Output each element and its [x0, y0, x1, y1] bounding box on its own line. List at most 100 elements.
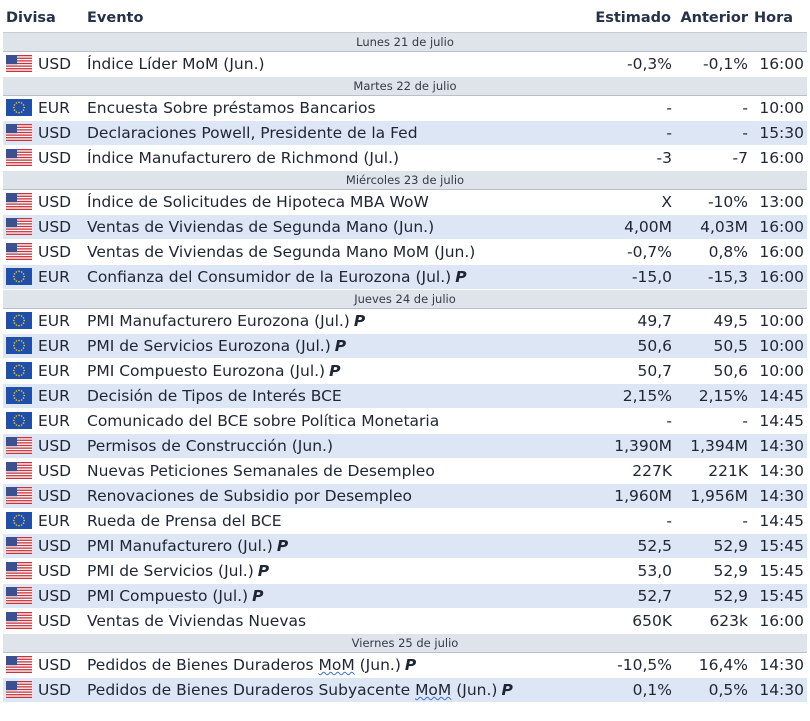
- header-previous: Anterior: [675, 3, 751, 33]
- previous-cell: 52,9: [675, 533, 751, 559]
- time-cell: 10:00: [751, 333, 807, 359]
- calendar-table: Divisa Evento Estimado Anterior Hora Lun…: [3, 3, 807, 703]
- event-text: Pedidos de Bienes Duraderos: [87, 656, 319, 674]
- currency-code: USD: [38, 587, 72, 605]
- event-cell: Confianza del Consumidor de la Eurozona …: [84, 264, 590, 290]
- event-row: USD PMI de Servicios (Jul.) P 53,0 52,9 15:45: [3, 558, 807, 584]
- currency-code: USD: [38, 55, 72, 73]
- currency-code: EUR: [38, 99, 70, 117]
- time-cell: 15:30: [751, 120, 807, 146]
- header-time: Hora: [751, 3, 807, 33]
- event-text: Nuevas Peticiones Semanales de Desempleo: [87, 462, 435, 480]
- estimate-cell: -0,3%: [590, 51, 675, 77]
- event-row: USD Pedidos de Bienes Duraderos MoM (Jun.…: [3, 652, 807, 678]
- time-cell: 14:30: [751, 483, 807, 509]
- event-cell: PMI Compuesto Eurozona (Jul.) P: [84, 358, 590, 384]
- time-cell: 14:30: [751, 677, 807, 703]
- currency-cell: USD: [3, 583, 84, 609]
- spellcheck-word: MoM: [415, 681, 452, 699]
- us-flag-icon: [6, 124, 32, 141]
- currency-code: USD: [38, 124, 72, 142]
- previous-cell: 1,394M: [675, 433, 751, 459]
- currency-code: USD: [38, 462, 72, 480]
- estimate-cell: -15,0: [590, 264, 675, 290]
- pending-marker: P: [455, 268, 467, 286]
- event-row: EUR PMI Manufacturero Eurozona (Jul.) P 49,…: [3, 308, 807, 334]
- header-row: Divisa Evento Estimado Anterior Hora: [3, 3, 807, 33]
- event-cell: Declaraciones Powell, Presidente de la F…: [84, 120, 590, 146]
- time-cell: 16:00: [751, 51, 807, 77]
- eu-flag-icon: [6, 512, 32, 529]
- time-cell: 14:30: [751, 433, 807, 459]
- estimate-cell: 52,5: [590, 533, 675, 559]
- previous-cell: -10%: [675, 189, 751, 215]
- event-cell: PMI Compuesto (Jul.) P: [84, 583, 590, 609]
- time-cell: 15:45: [751, 583, 807, 609]
- eu-flag-icon: [6, 412, 32, 429]
- currency-cell: EUR: [3, 508, 84, 534]
- event-cell: Renovaciones de Subsidio por Desempleo: [84, 483, 590, 509]
- event-text: PMI Manufacturero Eurozona (Jul.): [87, 312, 350, 330]
- event-cell: Rueda de Prensa del BCE: [84, 508, 590, 534]
- time-cell: 14:45: [751, 508, 807, 534]
- event-cell: Encuesta Sobre préstamos Bancarios: [84, 95, 590, 121]
- event-text: Ventas de Viviendas de Segunda Mano (Jun…: [87, 218, 435, 236]
- previous-cell: -: [675, 408, 751, 434]
- event-text: Decisión de Tipos de Interés BCE: [87, 387, 342, 405]
- currency-code: USD: [38, 537, 72, 555]
- time-cell: 14:45: [751, 383, 807, 409]
- event-cell: Ventas de Viviendas Nuevas: [84, 608, 590, 634]
- us-flag-icon: [6, 612, 32, 629]
- pending-marker: P: [252, 587, 264, 605]
- time-cell: 16:00: [751, 239, 807, 265]
- pending-marker: P: [257, 562, 270, 580]
- currency-cell: EUR: [3, 358, 84, 384]
- eu-flag-icon: [6, 268, 32, 285]
- day-separator: Martes 22 de julio: [3, 76, 807, 96]
- pending-marker: P: [276, 537, 289, 555]
- event-cell: Índice Manufacturero de Richmond (Jul.): [84, 145, 590, 171]
- time-cell: 14:30: [751, 458, 807, 484]
- currency-cell: USD: [3, 458, 84, 484]
- currency-cell: USD: [3, 214, 84, 240]
- time-cell: 16:00: [751, 214, 807, 240]
- header-currency: Divisa: [3, 3, 84, 33]
- currency-cell: USD: [3, 51, 84, 77]
- event-row: USD Permisos de Construcción (Jun.) 1,390M…: [3, 433, 807, 459]
- spellcheck-word: MoM: [318, 656, 355, 674]
- event-row: USD Ventas de Viviendas Nuevas 650K 623k 16:…: [3, 608, 807, 634]
- pending-marker: P: [353, 312, 366, 330]
- event-text: PMI Compuesto (Jul.): [87, 587, 249, 605]
- eu-flag-icon: [6, 362, 32, 379]
- event-text: Declaraciones Powell, Presidente de la F…: [87, 124, 418, 142]
- eu-flag-icon: [6, 337, 32, 354]
- estimate-cell: 52,7: [590, 583, 675, 609]
- currency-cell: EUR: [3, 95, 84, 121]
- event-text: PMI Compuesto Eurozona (Jul.): [87, 362, 326, 380]
- estimate-cell: 1,390M: [590, 433, 675, 459]
- currency-cell: EUR: [3, 408, 84, 434]
- us-flag-icon: [6, 149, 32, 166]
- event-row: USD Ventas de Viviendas de Segunda Mano M…: [3, 239, 807, 265]
- estimate-cell: 227K: [590, 458, 675, 484]
- event-cell: Índice de Solicitudes de Hipoteca MBA Wo…: [84, 189, 590, 215]
- previous-cell: 221K: [675, 458, 751, 484]
- time-cell: 15:45: [751, 558, 807, 584]
- event-text: Pedidos de Bienes Duraderos Subyacente: [87, 681, 416, 699]
- event-row: EUR PMI de Servicios Eurozona (Jul.) P 50,6…: [3, 333, 807, 359]
- estimate-cell: 0,1%: [590, 677, 675, 703]
- previous-cell: 50,6: [675, 358, 751, 384]
- day-label: Lunes 21 de julio: [3, 32, 807, 52]
- currency-code: USD: [38, 612, 72, 630]
- currency-cell: EUR: [3, 264, 84, 290]
- event-text: PMI Manufacturero (Jul.): [87, 537, 273, 555]
- pending-marker: P: [334, 337, 347, 355]
- previous-cell: 1,956M: [675, 483, 751, 509]
- us-flag-icon: [6, 437, 32, 454]
- day-label: Jueves 24 de julio: [3, 289, 807, 309]
- event-text: Rueda de Prensa del BCE: [87, 512, 282, 530]
- estimate-cell: 53,0: [590, 558, 675, 584]
- previous-cell: 52,9: [675, 583, 751, 609]
- event-text: Índice de Solicitudes de Hipoteca MBA Wo…: [87, 193, 429, 211]
- us-flag-icon: [6, 55, 32, 72]
